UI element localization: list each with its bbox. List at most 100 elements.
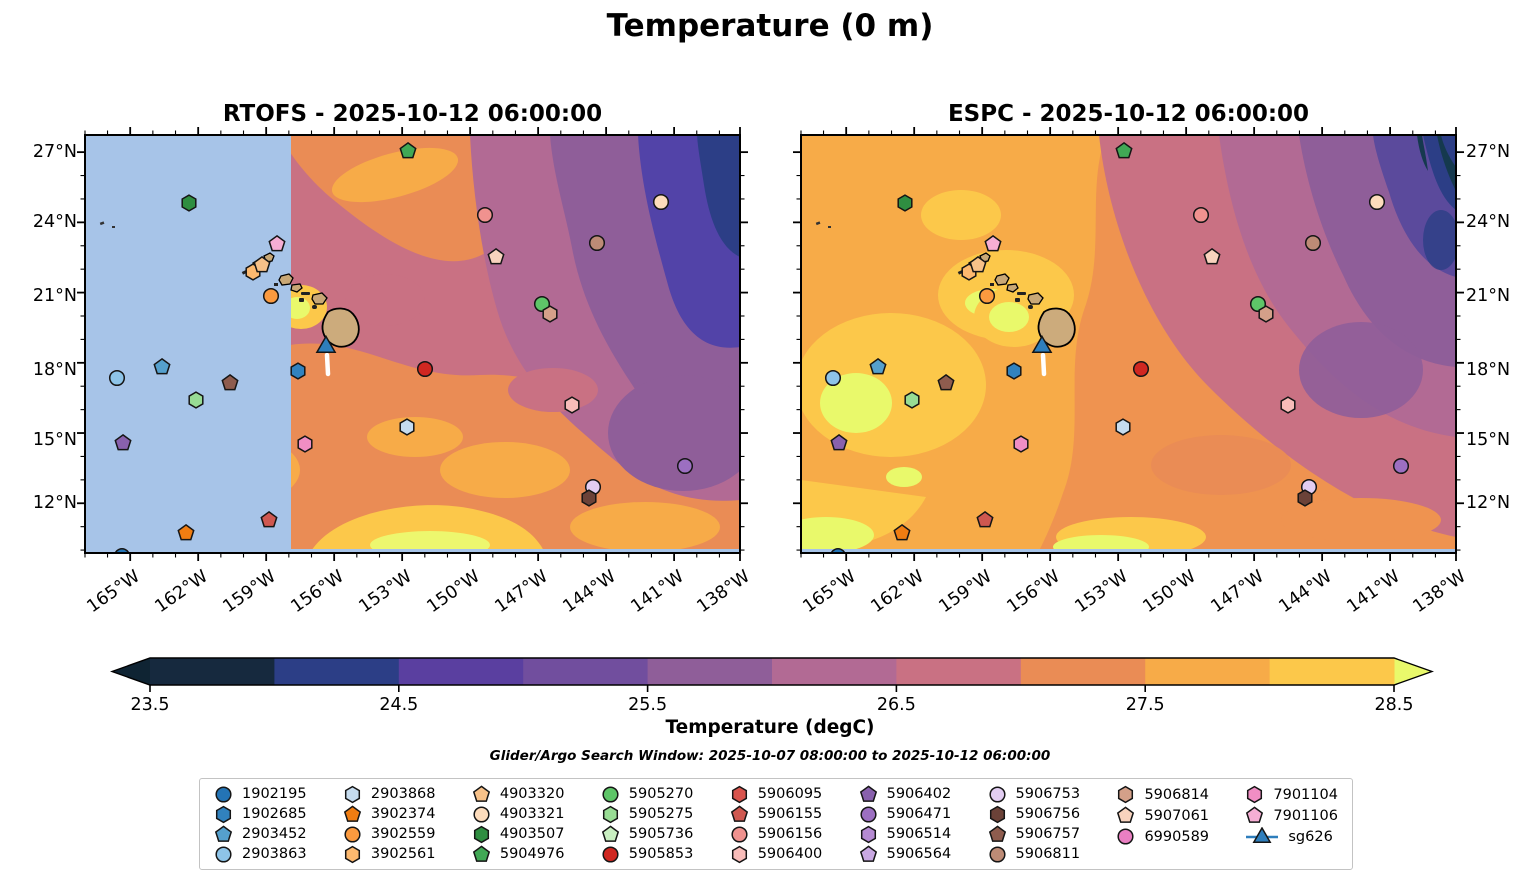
legend-item-7901104: 7901104 <box>1245 784 1338 805</box>
float-marker-3902559 <box>978 287 996 305</box>
legend-item-5906564: 5906564 <box>859 844 951 864</box>
float-marker-5906156 <box>476 206 494 224</box>
legend-item-label: 5906514 <box>886 826 952 842</box>
pentagon-marker-icon <box>859 844 877 862</box>
panel-title-rtofs: RTOFS - 2025-10-12 06:00:00 <box>222 101 603 127</box>
legend-item-label: 5907061 <box>1144 807 1210 824</box>
legend-marker-shape <box>860 805 877 823</box>
legend-item-label: 5905275 <box>628 806 694 822</box>
colorbar-tick-label: 25.5 <box>628 695 668 715</box>
hexagon-marker-icon <box>860 825 876 843</box>
lat-tick-label: 18°N <box>1466 359 1511 380</box>
legend-item-5905736: 5905736 <box>601 824 693 844</box>
legend-item-1902195: 1902195 <box>214 784 307 804</box>
float-marker-5906756 <box>1297 489 1313 507</box>
lat-tick-label: 18°N <box>32 359 77 380</box>
circle-marker-icon <box>215 845 232 863</box>
legend-marker-shape <box>859 844 877 862</box>
circle-marker-icon <box>731 825 748 843</box>
legend-marker-shape <box>343 804 362 822</box>
float-marker-5904976 <box>399 141 417 159</box>
legend-item-2903868: 2903868 <box>343 784 436 804</box>
lon-tick-label: 159°W <box>219 566 280 618</box>
pentagon-marker-icon <box>343 804 362 822</box>
float-marker-4903320 <box>253 255 271 273</box>
legend-item-label: 5906400 <box>757 846 823 862</box>
legend-item-label: 5906155 <box>757 806 823 822</box>
circle-marker-icon <box>473 805 490 823</box>
legend-item-5906400: 5906400 <box>730 844 823 864</box>
colorbar-tick-label: 23.5 <box>130 695 170 715</box>
legend-item-5906095: 5906095 <box>730 784 822 804</box>
legend-item-5907061: 5907061 <box>1116 805 1209 826</box>
pentagon-marker-icon <box>472 844 490 862</box>
legend-marker-shape <box>473 825 489 843</box>
legend-item-sg626: sg626 <box>1245 826 1338 847</box>
legend-item-2903452: 2903452 <box>214 824 307 844</box>
pentagon-marker-icon <box>988 824 1006 842</box>
legend-item-3902559: 3902559 <box>343 824 436 844</box>
float-marker-5906400 <box>1280 396 1296 414</box>
legend-marker-shape <box>860 825 876 843</box>
legend-item-5906753: 5906753 <box>988 784 1081 804</box>
axes-border <box>84 134 741 554</box>
legend-marker-shape <box>988 824 1006 842</box>
colorbar-tick-label: 24.5 <box>379 695 419 715</box>
lon-tick-label: 150°W <box>1139 566 1200 618</box>
glider-marker-sg626 <box>315 334 337 354</box>
hexagon-marker-icon <box>1247 785 1263 804</box>
float-marker-5906811 <box>1304 234 1322 252</box>
hexagon-marker-icon <box>215 805 232 823</box>
colorbar-tick-label: 27.5 <box>1125 695 1165 715</box>
float-marker-4903321 <box>1368 193 1386 211</box>
legend-item-label: 7901106 <box>1273 807 1338 824</box>
circle-marker-icon <box>602 845 619 863</box>
float-marker-7901104 <box>1013 435 1029 453</box>
legend-item-label: 5905853 <box>628 846 694 862</box>
float-marker-5906155 <box>260 510 278 528</box>
legend-marker-shape <box>602 785 619 803</box>
map-bottom-strip <box>85 549 740 553</box>
float-marker-2903863 <box>108 369 126 387</box>
legend-item-label: 3902559 <box>370 826 436 842</box>
float-marker-3902374 <box>177 523 195 541</box>
lon-tick-label: 147°W <box>1207 566 1268 618</box>
legend-item-3902561: 3902561 <box>343 844 436 864</box>
legend-item-4903507: 4903507 <box>472 824 565 844</box>
legend-item-label: 6990589 <box>1144 828 1210 845</box>
float-marker-2903863 <box>824 369 842 387</box>
colorbar-extend-max <box>1394 658 1432 685</box>
legend-item-label: 5906753 <box>1015 786 1081 802</box>
float-marker-2903452 <box>869 357 887 375</box>
float-marker-5906757 <box>937 373 955 391</box>
float-marker-5906814 <box>1258 305 1274 323</box>
float-marker-1902685 <box>1006 362 1022 380</box>
legend-item-label: 1902685 <box>242 806 307 822</box>
float-marker-5905275 <box>188 391 204 409</box>
legend-marker-shape <box>602 845 619 863</box>
lat-tick-label: 21°N <box>1466 285 1511 306</box>
lat-tick-label: 21°N <box>32 285 77 306</box>
legend-marker-shape <box>731 845 747 863</box>
float-marker-5906811 <box>588 234 606 252</box>
lon-tick-label: 144°W <box>559 566 620 618</box>
legend-item-5906155: 5906155 <box>730 804 823 824</box>
legend-marker-shape <box>344 845 360 863</box>
circle-marker-icon <box>344 825 361 843</box>
legend-item-5905275: 5905275 <box>601 804 694 824</box>
legend-item-label: 4903507 <box>499 826 565 842</box>
glider-icon-shape <box>1252 827 1272 844</box>
float-marker-5905853 <box>1132 360 1150 378</box>
legend-item-6990589: 6990589 <box>1116 826 1209 847</box>
lat-tick-label: 12°N <box>1466 493 1511 514</box>
sst-field-espc <box>801 135 1456 553</box>
pentagon-marker-icon <box>1246 806 1264 823</box>
circle-marker-icon <box>602 785 619 803</box>
legend-item-7901106: 7901106 <box>1245 805 1338 826</box>
hexagon-marker-icon <box>602 805 618 823</box>
float-marker-5904976 <box>1115 141 1133 159</box>
circle-marker-icon <box>215 785 232 803</box>
float-marker-4903507 <box>897 194 913 212</box>
legend-marker-shape <box>1118 785 1134 804</box>
